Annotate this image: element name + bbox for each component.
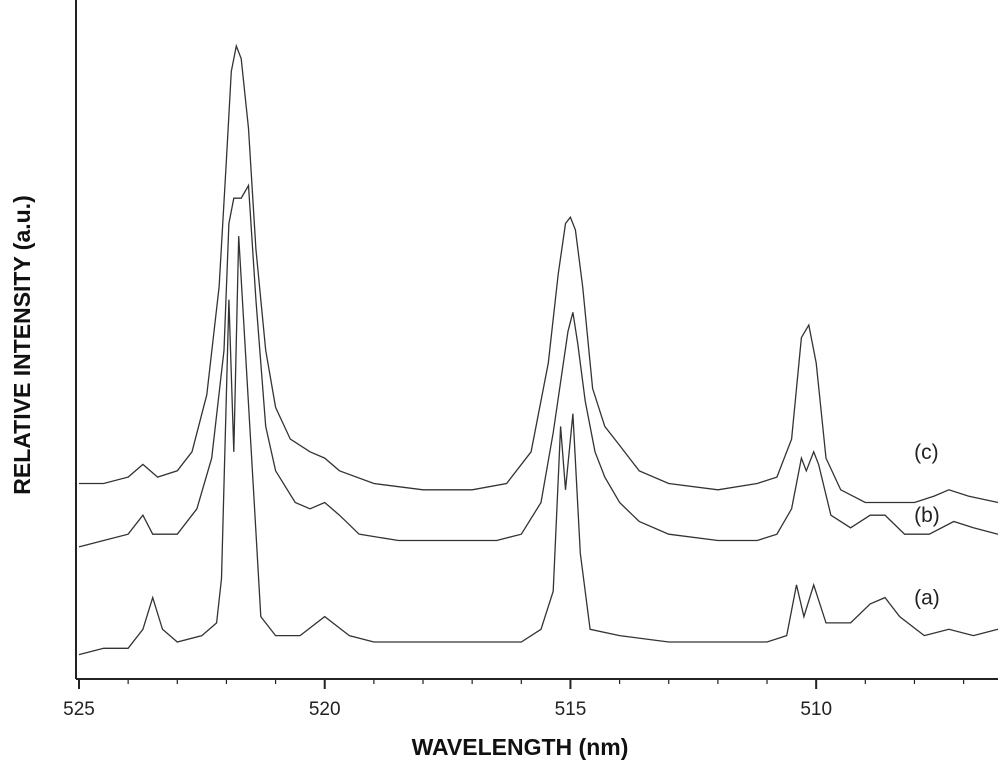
curve-label-c: (c): [914, 441, 939, 464]
series-group: [78, 43, 999, 656]
x-axis-title: WAVELENGTH (nm): [412, 734, 629, 760]
x-tick-label-525: 525: [63, 699, 95, 720]
x-tick-label-510: 510: [800, 699, 832, 720]
x-tick-label-520: 520: [309, 699, 341, 720]
series-line-c: [79, 43, 999, 504]
series-line-a: [78, 236, 999, 656]
annotations-group: (c) (b) (a): [914, 441, 940, 610]
curve-label-b: (b): [914, 504, 940, 527]
x-ticks: 525 520 515 510: [63, 679, 965, 720]
y-axis-title: RELATIVE INTENSITY (a.u.): [9, 195, 35, 494]
series-line-b: [78, 183, 999, 548]
curve-label-a: (a): [914, 587, 940, 610]
x-tick-label-515: 515: [555, 699, 587, 720]
